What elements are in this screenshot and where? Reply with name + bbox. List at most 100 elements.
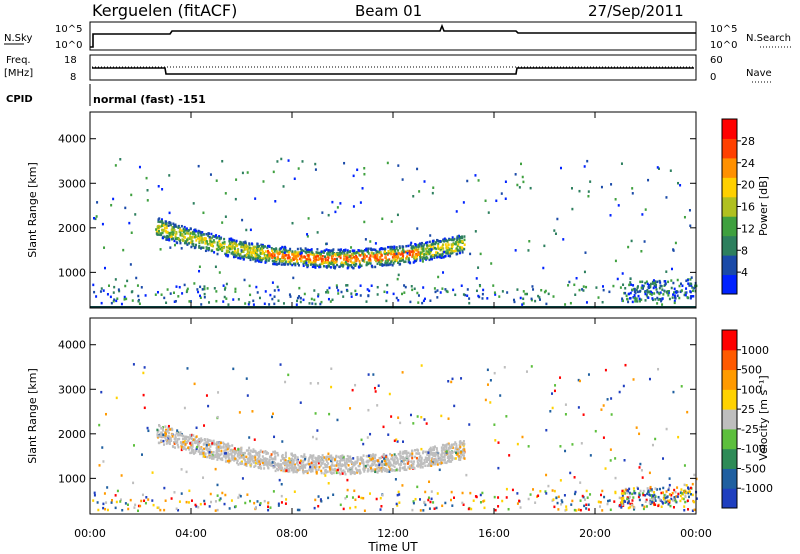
echo-cell bbox=[657, 167, 660, 170]
echo-cell bbox=[650, 290, 653, 294]
echo-cell bbox=[254, 257, 257, 261]
echo-cell bbox=[331, 458, 334, 461]
echo-cell bbox=[429, 446, 432, 450]
echo-cell bbox=[445, 447, 448, 450]
echo-cell bbox=[230, 452, 233, 455]
echo-cell bbox=[555, 496, 558, 500]
echo-cell bbox=[392, 261, 395, 265]
echo-cell bbox=[132, 481, 135, 485]
echo-cell bbox=[524, 292, 527, 296]
echo-cell bbox=[425, 250, 428, 253]
echo-cell bbox=[629, 297, 632, 300]
echo-cell bbox=[359, 284, 362, 287]
echo-cell bbox=[622, 283, 625, 286]
echo-cell bbox=[181, 444, 184, 447]
echo-cell bbox=[314, 463, 317, 467]
echo-cell bbox=[420, 462, 423, 466]
echo-cell bbox=[238, 453, 241, 457]
echo-cell bbox=[307, 259, 310, 263]
echo-cell bbox=[320, 250, 323, 253]
echo-cell bbox=[644, 500, 647, 503]
echo-cell bbox=[422, 299, 425, 303]
echo-cell bbox=[690, 492, 693, 496]
echo-cell bbox=[330, 459, 333, 463]
echo-cell bbox=[345, 458, 348, 461]
echo-cell bbox=[422, 509, 425, 512]
echo-cell bbox=[303, 454, 306, 458]
echo-cell bbox=[176, 438, 179, 441]
echo-cell bbox=[345, 258, 348, 261]
echo-cell bbox=[328, 455, 331, 458]
echo-cell bbox=[416, 485, 419, 489]
time-tick-label: 04:00 bbox=[175, 527, 207, 540]
echo-cell bbox=[171, 428, 174, 432]
echo-cell bbox=[306, 235, 309, 238]
echo-cell bbox=[441, 443, 444, 447]
echo-cell bbox=[313, 298, 316, 302]
echo-cell bbox=[167, 439, 170, 443]
echo-cell bbox=[190, 236, 193, 239]
echo-cell bbox=[284, 458, 287, 462]
echo-cell bbox=[638, 432, 641, 436]
echo-cell bbox=[254, 254, 257, 257]
echo-cell bbox=[452, 443, 455, 446]
echo-cell bbox=[202, 238, 205, 241]
echo-cell bbox=[544, 289, 547, 293]
echo-cell bbox=[282, 251, 285, 254]
echo-cell bbox=[429, 452, 432, 456]
echo-cell bbox=[458, 237, 461, 241]
echo-cell bbox=[305, 258, 308, 261]
echo-cell bbox=[289, 295, 292, 298]
echo-cell bbox=[416, 291, 419, 295]
echo-cell bbox=[387, 249, 390, 253]
echo-cell bbox=[365, 261, 368, 264]
echo-cell bbox=[286, 263, 289, 266]
echo-cell bbox=[158, 233, 161, 236]
echo-cell bbox=[367, 454, 370, 458]
echo-cell bbox=[420, 251, 423, 254]
echo-cell bbox=[227, 457, 230, 461]
echo-cell bbox=[186, 238, 189, 241]
echo-cell bbox=[326, 289, 329, 292]
echo-cell bbox=[559, 445, 562, 448]
echo-cell bbox=[422, 245, 425, 248]
echo-cell bbox=[646, 487, 649, 490]
y-tick-label: 3000 bbox=[58, 383, 86, 396]
echo-cell bbox=[344, 463, 347, 466]
echo-cell bbox=[281, 250, 284, 254]
echo-cell bbox=[423, 253, 426, 256]
echo-cell bbox=[651, 498, 654, 501]
echo-cell bbox=[252, 256, 255, 259]
echo-cell bbox=[537, 494, 540, 498]
echo-cell bbox=[429, 255, 432, 258]
echo-cell bbox=[277, 253, 280, 256]
echo-cell bbox=[145, 176, 148, 180]
echo-cell bbox=[397, 261, 400, 264]
echo-cell bbox=[386, 161, 389, 165]
echo-cell bbox=[202, 476, 205, 479]
echo-cell bbox=[265, 259, 268, 263]
echo-cell bbox=[610, 183, 613, 186]
echo-cell bbox=[314, 302, 317, 306]
colorbar-tick-label: 25 bbox=[741, 403, 755, 416]
echo-cell bbox=[378, 248, 381, 251]
echo-cell bbox=[164, 425, 167, 428]
echo-cell bbox=[263, 302, 266, 306]
echo-cell bbox=[624, 291, 627, 295]
time-tick-label: 16:00 bbox=[478, 527, 510, 540]
echo-cell bbox=[112, 299, 115, 303]
echo-cell bbox=[420, 415, 423, 419]
echo-cell bbox=[684, 489, 687, 493]
echo-cell bbox=[660, 284, 663, 288]
echo-cell bbox=[219, 453, 222, 457]
echo-cell bbox=[182, 447, 185, 451]
echo-cell bbox=[424, 490, 427, 494]
echo-cell bbox=[677, 492, 680, 496]
nave-tick-top: 60 bbox=[710, 55, 723, 66]
echo-cell bbox=[294, 257, 297, 260]
echo-cell bbox=[349, 254, 352, 258]
echo-cell bbox=[398, 259, 401, 263]
echo-cell bbox=[223, 242, 226, 246]
echo-cell bbox=[173, 442, 176, 445]
echo-cell bbox=[171, 435, 174, 438]
